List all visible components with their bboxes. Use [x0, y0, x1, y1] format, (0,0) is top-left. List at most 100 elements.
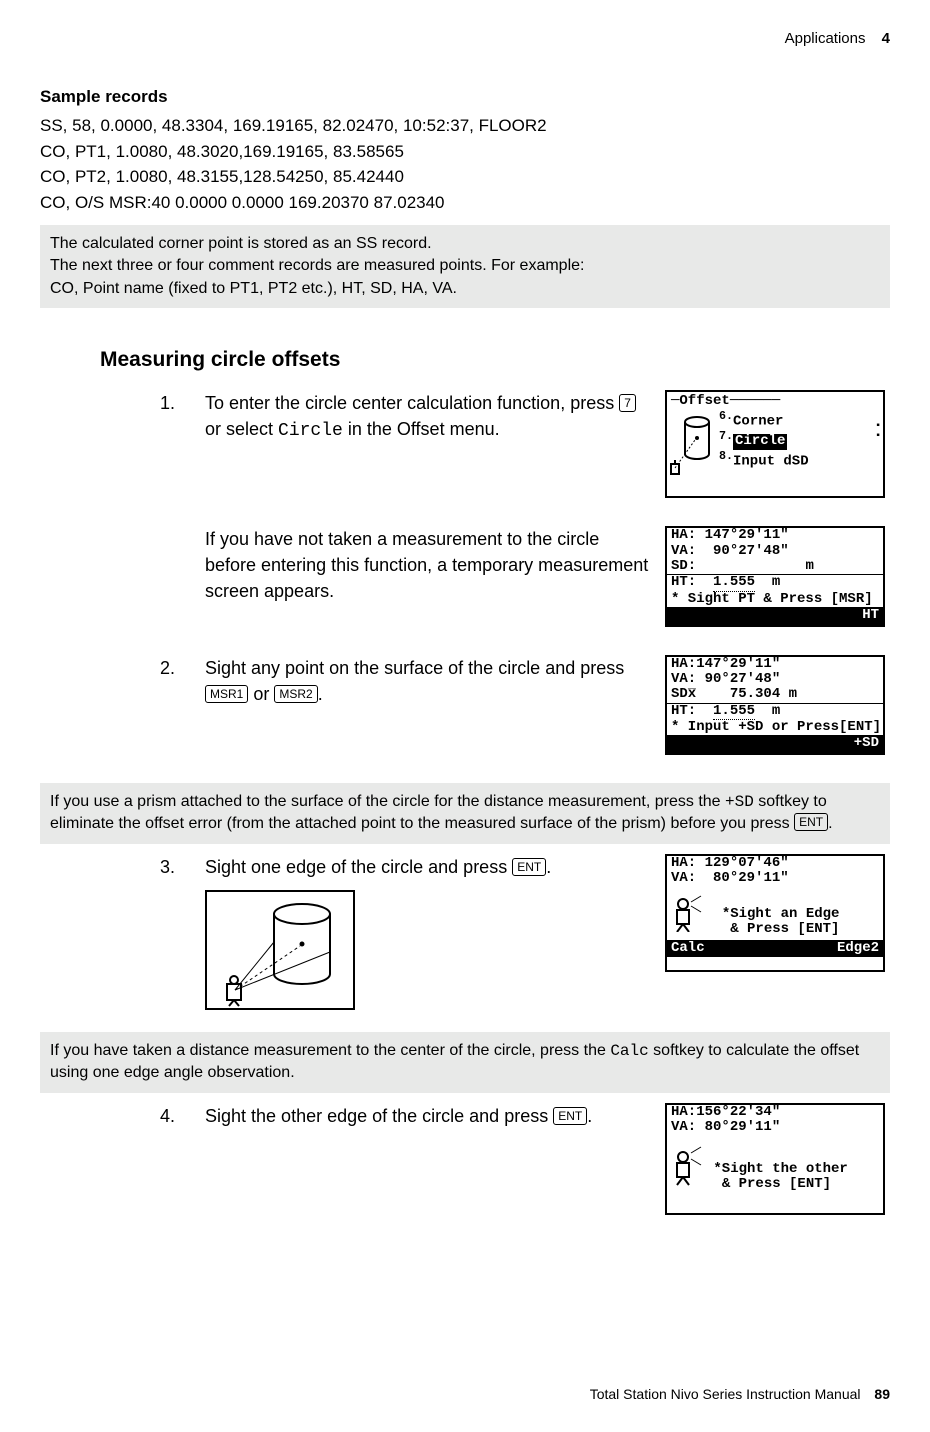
- note-line: The next three or four comment records a…: [50, 255, 880, 277]
- unit: m: [772, 574, 780, 590]
- note-box: If you have taken a distance measurement…: [40, 1032, 890, 1093]
- unit: m: [772, 703, 780, 719]
- note-box: The calculated corner point is stored as…: [40, 225, 890, 308]
- val: 129°07'46": [705, 855, 789, 871]
- text: .: [318, 684, 323, 704]
- instrument-icon: [671, 892, 705, 937]
- val: 147°29'11": [696, 656, 780, 672]
- lcd-message: & Press [ENT]: [722, 1176, 831, 1192]
- val: 156°22'34": [696, 1104, 780, 1120]
- footer-text: Total Station Nivo Series Instruction Ma…: [590, 1386, 861, 1402]
- val: 1.555: [713, 574, 755, 590]
- sample-line: SS, 58, 0.0000, 48.3304, 169.19165, 82.0…: [40, 113, 890, 139]
- lcd-screen-other-edge: HA:156°22'34" VA: 80°29'11" *Sight the o…: [665, 1103, 885, 1215]
- step-text: Sight any point on the surface of the ci…: [205, 655, 665, 707]
- sample-line: CO, PT2, 1.0080, 48.3155,128.54250, 85.4…: [40, 164, 890, 190]
- lcd-message: & Press [ENT]: [730, 921, 839, 937]
- header-chapter: 4: [882, 30, 890, 47]
- key-msr2: MSR2: [274, 685, 317, 703]
- battery-icon: ▪▪: [875, 422, 881, 442]
- lbl: VA:: [671, 671, 696, 687]
- footer-page-number: 89: [874, 1386, 890, 1402]
- lbl: VA:: [671, 1119, 696, 1135]
- key-7: 7: [619, 394, 636, 412]
- menu-item-corner[interactable]: Corner: [733, 413, 783, 429]
- val: 1.555: [713, 703, 755, 719]
- note-line: CO, Point name (fixed to PT1, PT2 etc.),…: [50, 278, 880, 300]
- step-3: 3. Sight one edge of the circle and pres…: [160, 854, 890, 1010]
- page-footer: Total Station Nivo Series Instruction Ma…: [590, 1386, 890, 1402]
- step-number: 4.: [160, 1103, 205, 1129]
- text: Sight any point on the surface of the ci…: [205, 658, 624, 678]
- softkey-edge2[interactable]: Edge2: [837, 941, 879, 956]
- text: in the Offset menu.: [343, 419, 500, 439]
- cylinder-icon: [667, 410, 715, 485]
- text: .: [828, 815, 832, 832]
- val: 80°29'11": [705, 1119, 781, 1135]
- header-section: Applications: [785, 30, 866, 47]
- page-header: Applications 4: [40, 30, 890, 47]
- lbl: VA:: [671, 543, 696, 559]
- lcd-screen-surface-point: HA:147°29'11" VA: 90°27'48" SDx̅ 75.304 …: [665, 655, 885, 755]
- unit: m: [789, 686, 797, 702]
- lbl: SD:: [671, 558, 696, 574]
- text: Sight one edge of the circle and press: [205, 857, 512, 877]
- sample-heading: Sample records: [40, 87, 890, 107]
- val: 80°29'11": [713, 870, 789, 886]
- lbl: HT:: [671, 574, 696, 590]
- val: 147°29'11": [705, 527, 789, 543]
- step-4: 4. Sight the other edge of the circle an…: [160, 1103, 890, 1221]
- code-circle: Circle: [278, 421, 343, 441]
- key-ent: ENT: [553, 1107, 587, 1125]
- unit: m: [805, 558, 813, 574]
- step-text: Sight one edge of the circle and press E…: [205, 854, 665, 1010]
- step-1: 1. To enter the circle center calculatio…: [160, 390, 890, 504]
- step-text: Sight the other edge of the circle and p…: [205, 1103, 665, 1129]
- text: or: [248, 684, 274, 704]
- val: 75.304: [730, 686, 780, 702]
- lcd-screen-temp-measure: HA: 147°29'11" VA: 90°27'48" SD: m HT: 1…: [665, 526, 885, 626]
- text: If you use a prism attached to the surfa…: [50, 793, 725, 810]
- val: 90°27'48": [705, 671, 781, 687]
- val: 90°27'48": [713, 543, 789, 559]
- step-text: If you have not taken a measurement to t…: [205, 526, 665, 604]
- sample-records-block: Sample records SS, 58, 0.0000, 48.3304, …: [40, 87, 890, 215]
- softkey-plus-sd[interactable]: +SD: [854, 736, 879, 751]
- lcd-screen-offset-menu: ─Offset────── 6.Corner: [665, 390, 885, 498]
- text: To enter the circle center calculation f…: [205, 393, 619, 413]
- note-box: If you use a prism attached to the surfa…: [40, 783, 890, 844]
- step-text: To enter the circle center calculation f…: [205, 390, 665, 444]
- softkey-calc[interactable]: Calc: [671, 941, 705, 956]
- sample-line: CO, O/S MSR:40 0.0000 0.0000 169.20370 8…: [40, 190, 890, 216]
- lbl: HA:: [671, 1104, 696, 1120]
- sample-line: CO, PT1, 1.0080, 48.3020,169.19165, 83.5…: [40, 139, 890, 165]
- text: .: [546, 857, 551, 877]
- lbl: VA:: [671, 870, 696, 886]
- menu-item-input-dsd[interactable]: Input dSD: [733, 453, 809, 469]
- lcd-screen-edge: HA: 129°07'46" VA: 80°29'11" *Sight an E…: [665, 854, 885, 972]
- section-heading: Measuring circle offsets: [100, 348, 890, 372]
- lbl: HA:: [671, 855, 696, 871]
- menu-item-circle[interactable]: Circle: [733, 434, 787, 449]
- lcd-title: Offset: [679, 393, 729, 409]
- key-msr1: MSR1: [205, 685, 248, 703]
- instrument-icon: [671, 1143, 705, 1192]
- text: or select: [205, 419, 278, 439]
- text: .: [587, 1106, 592, 1126]
- key-ent: ENT: [794, 813, 828, 831]
- lbl: HA:: [671, 656, 696, 672]
- softkey-ht[interactable]: HT: [862, 608, 879, 623]
- key-ent: ENT: [512, 858, 546, 876]
- code-plus-sd: +SD: [725, 793, 754, 811]
- cylinder-diagram: [205, 890, 355, 1010]
- code-calc: Calc: [610, 1042, 648, 1060]
- step-1b: If you have not taken a measurement to t…: [160, 526, 890, 632]
- lcd-message: *Sight an Edge: [722, 906, 840, 922]
- step-number: 3.: [160, 854, 205, 880]
- lcd-message: *Sight the other: [713, 1161, 847, 1177]
- text: Sight the other edge of the circle and p…: [205, 1106, 553, 1126]
- lbl: HT:: [671, 703, 696, 719]
- lcd-message: * Sight PT & Press [MSR]: [667, 592, 883, 607]
- step-2: 2. Sight any point on the surface of the…: [160, 655, 890, 761]
- text: If you have taken a distance measurement…: [50, 1042, 610, 1059]
